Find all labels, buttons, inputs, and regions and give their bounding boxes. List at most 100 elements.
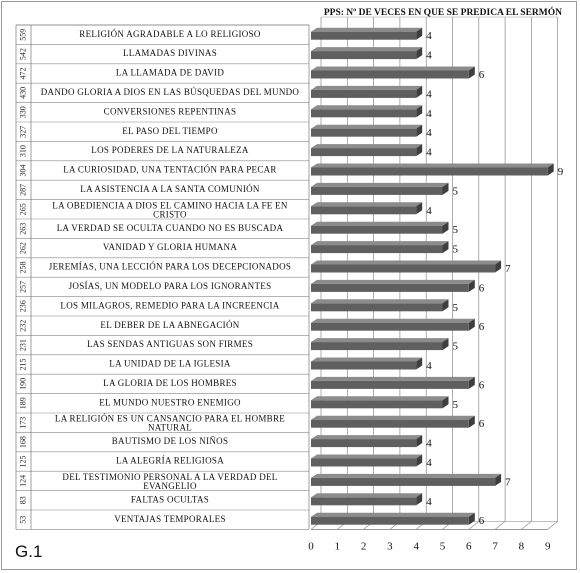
- category-label: LA LLAMADA DE DAVID: [116, 68, 224, 78]
- bar-top-face: [311, 144, 423, 149]
- bar-top-face: [311, 454, 423, 459]
- bar-top-face: [311, 512, 475, 517]
- category-code: 168: [18, 436, 27, 448]
- category-label: CONVERSIONES REPENTINAS: [104, 106, 237, 116]
- bar-top-face: [311, 279, 475, 284]
- bar: [311, 241, 449, 254]
- x-tick-label: 0: [308, 540, 314, 552]
- category-codes: 559 542 472 430 330 327 310 304 287 265 263 262 258 2…: [18, 29, 27, 524]
- category-label: BAUTISMO DE LOS NIÑOS: [112, 436, 229, 446]
- bar-front-face: [311, 516, 469, 525]
- bar-front-face: [311, 128, 417, 137]
- bar: [311, 357, 423, 370]
- bar: [311, 512, 475, 525]
- category-label: LA ASISTENCIA A LA SANTA COMUNIÓN: [80, 184, 260, 194]
- data-label: 4: [426, 205, 432, 217]
- data-label: 5: [453, 185, 459, 197]
- category-label: EL DEBER DE LA ABNEGACIÓN: [100, 320, 239, 330]
- bar-end-face: [416, 27, 423, 40]
- bar-end-face: [416, 435, 423, 448]
- bar-top-face: [311, 105, 423, 110]
- category-code: 430: [18, 87, 27, 99]
- category-label: LA ALEGRÍA RELIGIOSA: [116, 456, 224, 466]
- data-label: 5: [453, 399, 459, 411]
- bar-front-face: [311, 439, 417, 448]
- category-label: LA RELIGIÓN ES UN CANSANCIO PARA EL HOMB…: [55, 414, 285, 433]
- bar-end-face: [468, 318, 475, 331]
- category-code: 559: [18, 29, 27, 41]
- bar: [311, 318, 475, 331]
- bar: [311, 493, 423, 506]
- data-label: 4: [426, 147, 432, 159]
- x-tick-label: 9: [545, 540, 551, 552]
- data-label: 6: [479, 515, 485, 527]
- bar-top-face: [311, 241, 449, 246]
- bar-end-face: [442, 221, 449, 234]
- bar-front-face: [311, 419, 469, 428]
- bar: [311, 435, 423, 448]
- bar-end-face: [416, 105, 423, 118]
- category-label: FALTAS OCULTAS: [131, 494, 209, 504]
- bar-top-face: [311, 27, 423, 32]
- category-label: LOS PODERES DE LA NATURALEZA: [91, 145, 249, 155]
- bar-top-face: [311, 182, 449, 187]
- category-label: LLAMADAS DIVINAS: [123, 48, 217, 58]
- bar-front-face: [311, 283, 469, 292]
- bar: [311, 182, 449, 195]
- x-tick-label: 2: [361, 540, 367, 552]
- category-label: DANDO GLORIA A DIOS EN LAS BÚSQUEDAS DEL…: [41, 87, 300, 97]
- data-label: 6: [479, 379, 485, 391]
- category-label: JOSÍAS, UN MODELO PARA LOS IGNORANTES: [69, 281, 272, 291]
- data-label: 6: [479, 282, 485, 294]
- bar-front-face: [311, 342, 443, 351]
- data-label: 7: [505, 263, 511, 275]
- data-label: 4: [426, 438, 432, 450]
- bar: [311, 260, 502, 273]
- category-code: 265: [18, 203, 27, 215]
- data-label: 4: [426, 108, 432, 120]
- category-label: LOS MILAGROS, REMEDIO PARA LA INCREENCIA: [60, 300, 279, 310]
- data-label: 4: [426, 88, 432, 100]
- bar-top-face: [311, 318, 475, 323]
- data-label: 4: [426, 496, 432, 508]
- bar-front-face: [311, 361, 417, 370]
- category-label: DEL TESTIMONIO PERSONAL A LA VERDAD DEL E…: [62, 472, 277, 491]
- bar-top-face: [311, 357, 423, 362]
- bar-end-face: [495, 473, 502, 486]
- data-label: 4: [426, 127, 432, 139]
- data-label: 6: [479, 321, 485, 333]
- category-label: EL PASO DEL TIEMPO: [122, 126, 218, 136]
- bar-end-face: [416, 357, 423, 370]
- bar-top-face: [311, 221, 449, 226]
- category-label: LAS SENDAS ANTIGUAS SON FIRMES: [87, 339, 253, 349]
- bar-end-face: [442, 396, 449, 409]
- bars: [311, 27, 554, 525]
- bar: [311, 338, 449, 351]
- category-code: 304: [18, 165, 27, 177]
- data-label: 7: [505, 476, 511, 488]
- category-label: EL MUNDO NUESTRO ENEMIGO: [99, 397, 241, 407]
- bar-front-face: [311, 51, 417, 60]
- bar: [311, 376, 475, 389]
- bar-front-face: [311, 148, 417, 157]
- bar-front-face: [311, 380, 469, 389]
- category-code: 257: [18, 281, 27, 293]
- x-tick-label: 1: [335, 540, 341, 552]
- bar-front-face: [311, 400, 443, 409]
- data-label: 4: [426, 360, 432, 372]
- x-tick-label: 8: [519, 540, 525, 552]
- x-tick-label: 3: [387, 540, 393, 552]
- bar-front-face: [311, 303, 443, 312]
- bar-end-face: [442, 338, 449, 351]
- bar-top-face: [311, 415, 475, 420]
- data-labels: 4 4 6 4 4 4 4 9 5 4 5 5 7 6 5 6 5 4 6 5 6 4 4 7 4 6: [426, 30, 564, 527]
- bar-end-face: [416, 144, 423, 157]
- bar-top-face: [311, 493, 423, 498]
- bar-end-face: [468, 279, 475, 292]
- bar-top-face: [311, 473, 502, 478]
- bar-end-face: [468, 512, 475, 525]
- bar-front-face: [311, 109, 417, 118]
- bar: [311, 47, 423, 60]
- bar: [311, 454, 423, 467]
